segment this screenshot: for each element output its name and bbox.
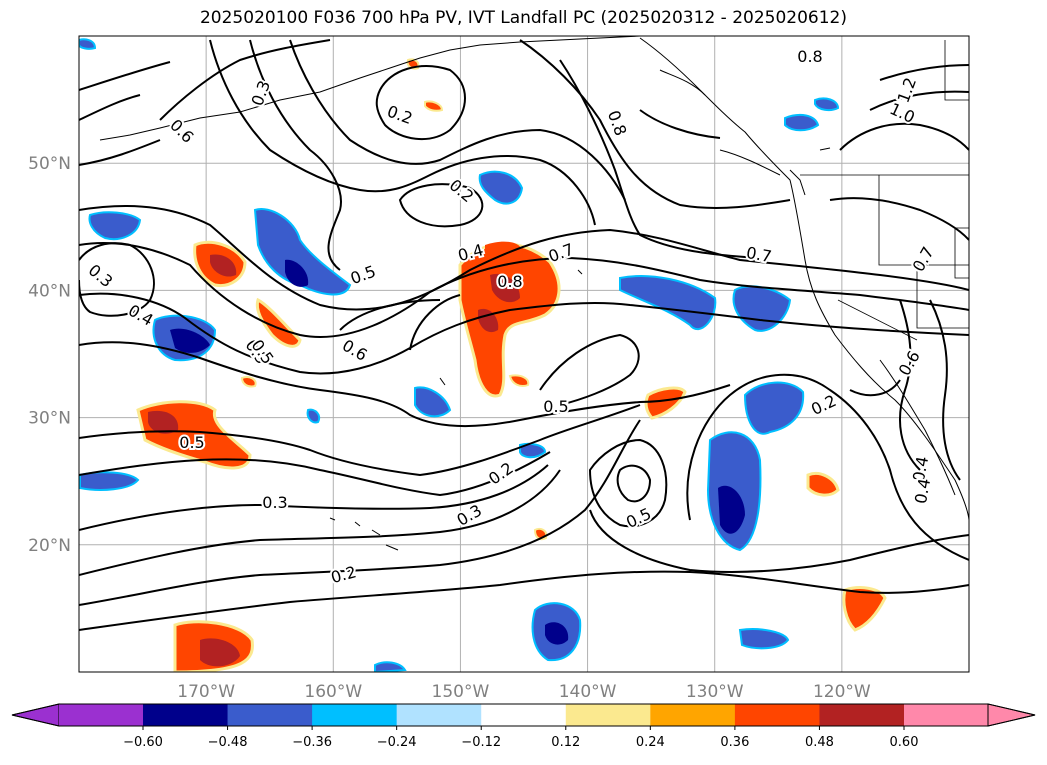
pos-core: [490, 273, 520, 303]
colorbar-swatch: [819, 704, 905, 726]
lon-label: 130°W: [686, 682, 744, 702]
map-area: 0.30.2 0.80.60.20.81.21.00.20.50.4 0.7 0.70…: [79, 36, 969, 672]
neg-region: [814, 97, 840, 112]
pos-core: [485, 241, 523, 260]
colorbar-swatch: [227, 704, 313, 726]
pos-region: [255, 297, 302, 348]
colorbar-swatch: [143, 704, 229, 726]
ivt-contours: [79, 39, 969, 631]
neg-region: [478, 170, 524, 205]
colorbar-extend-high: [987, 703, 1036, 727]
pos-core: [148, 410, 179, 434]
colorbar-outline: [11, 703, 1036, 727]
longitude-labels: 170°W 160°W 150°W 140°W 130°W 120°W: [177, 682, 871, 702]
colorbar-swatch: [396, 704, 482, 726]
contour-label: 0.8: [797, 47, 822, 66]
islands: [329, 147, 831, 551]
contour-label: 0.5: [179, 433, 204, 452]
coastlines: [99, 36, 969, 521]
pv-shading: [79, 38, 887, 672]
pos-region: [424, 100, 444, 112]
colorbar: −0.60 −0.48 −0.36 −0.24 −0.12 0.12 0.24 0.36 0.4…: [11, 703, 1036, 750]
colorbar-swatch: [904, 704, 988, 726]
colorbar-swatch: [481, 704, 567, 726]
lon-label: 170°W: [177, 682, 235, 702]
map-title: 2025020100 F036 700 hPa PV, IVT Landfall…: [199, 8, 847, 28]
neg-region: [374, 661, 407, 672]
colorbar-swatch: [59, 704, 143, 726]
lon-label: 150°W: [432, 682, 490, 702]
neg-region: [784, 113, 820, 132]
colorbar-tick-label: 0.36: [720, 735, 749, 750]
colorbar-extend-low: [11, 703, 60, 727]
gridlines: [79, 36, 969, 672]
neg-core: [718, 485, 745, 534]
pos-core: [210, 254, 237, 277]
pos-region: [644, 386, 687, 420]
lon-label: 160°W: [304, 682, 362, 702]
latitude-labels: 50°N 40°N 30°N 20°N: [28, 154, 71, 556]
colorbar-tick-label: −0.24: [377, 735, 417, 750]
neg-region: [88, 211, 142, 240]
colorbar-swatch: [565, 704, 651, 726]
neg-core: [170, 328, 210, 353]
colorbar-tick-label: −0.12: [461, 735, 501, 750]
pos-region: [458, 242, 561, 398]
colorbar-tick-label: 0.24: [636, 735, 665, 750]
lat-label: 50°N: [28, 154, 71, 174]
contour-label: 0.5: [543, 397, 568, 416]
contour-label: 0.3: [262, 493, 287, 512]
lon-label: 140°W: [559, 682, 617, 702]
lat-label: 30°N: [28, 409, 71, 429]
neg-region: [306, 408, 321, 424]
colorbar-swatch: [650, 704, 736, 726]
colorbar-swatch: [312, 704, 398, 726]
contour-label: 0.8: [497, 272, 522, 291]
neg-region: [738, 628, 790, 650]
neg-region: [79, 38, 97, 50]
colorbar-tick-label: 0.60: [890, 735, 919, 750]
neg-region: [253, 208, 352, 296]
neg-core: [545, 622, 569, 645]
lat-label: 40°N: [28, 281, 71, 301]
neg-core: [285, 259, 309, 287]
lon-label: 120°W: [813, 682, 871, 702]
colorbar-tick-label: 0.48: [805, 735, 834, 750]
colorbar-tick-label: 0.12: [551, 735, 580, 750]
pos-region: [508, 374, 530, 387]
neg-region: [619, 275, 717, 331]
colorbar-tick-label: −0.60: [123, 735, 163, 750]
colorbar-tick-label: −0.36: [292, 735, 332, 750]
political-borders: [800, 40, 969, 341]
neg-region: [414, 386, 452, 418]
map-frame: [78, 35, 970, 673]
pos-region: [240, 376, 257, 388]
lat-label: 20°N: [28, 536, 71, 556]
colorbar-tick-label: −0.48: [208, 735, 248, 750]
pos-core: [200, 638, 240, 667]
pos-region: [842, 586, 887, 632]
neg-region: [743, 381, 805, 435]
pos-region: [806, 472, 840, 497]
colorbar-swatch: [734, 704, 820, 726]
